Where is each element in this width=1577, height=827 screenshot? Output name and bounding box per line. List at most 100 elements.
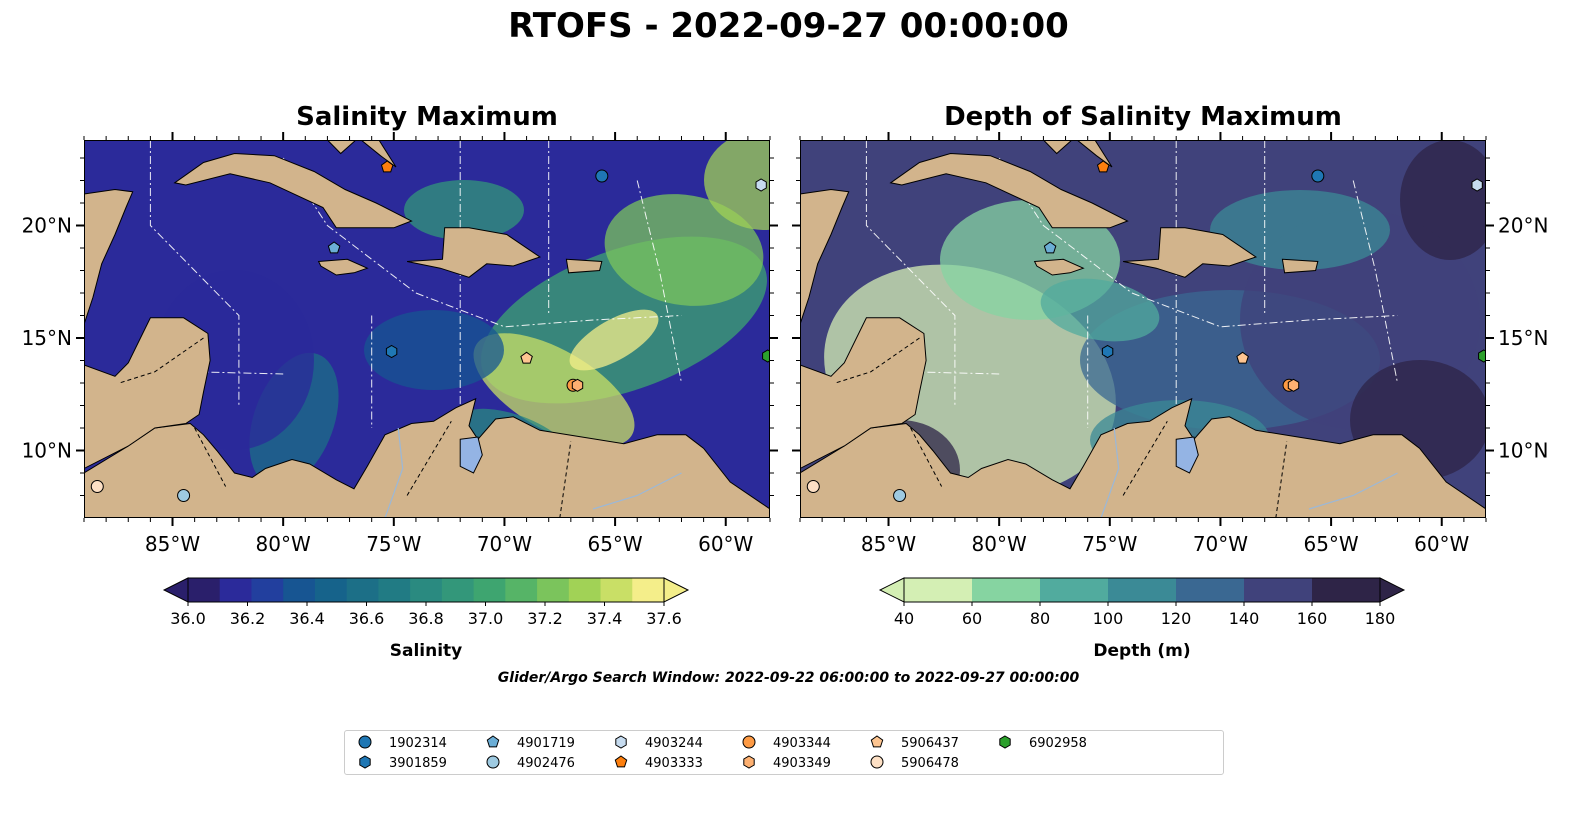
cb-salinity-tick-label: 36.2 xyxy=(230,609,266,628)
right-land-yucatan xyxy=(800,188,850,325)
left-land-hisp xyxy=(407,227,542,278)
left-frame xyxy=(84,140,770,518)
right-float-4902476 xyxy=(893,489,907,502)
right-lon-label: 65°W xyxy=(1303,532,1358,556)
legend-label-5906437: 5906437 xyxy=(901,736,959,751)
right-float-5906478 xyxy=(806,480,820,493)
right-float-4903349 xyxy=(1287,378,1300,392)
right-field-patch xyxy=(1040,278,1160,342)
cb-depth-swatch xyxy=(904,578,973,602)
cb-salinity-swatch xyxy=(505,578,538,602)
legend-marker-1902314 xyxy=(358,735,372,749)
left-land-cuba xyxy=(173,152,413,229)
legend-label-1902314: 1902314 xyxy=(389,736,447,751)
left-land-pr xyxy=(565,258,603,274)
search-window-caption: Glider/Argo Search Window: 2022-09-22 06… xyxy=(497,670,1080,686)
cb-salinity-tick-label: 37.0 xyxy=(468,609,504,628)
right-lon-label: 80°W xyxy=(972,532,1027,556)
legend-label-4902476: 4902476 xyxy=(517,756,575,771)
left-float-4903244 xyxy=(755,178,767,192)
right-river xyxy=(1308,472,1398,510)
cb-salinity-swatch xyxy=(219,578,252,602)
right-float-5906437 xyxy=(1236,351,1249,364)
right-border xyxy=(1275,441,1288,518)
left-float-5906478 xyxy=(90,480,104,493)
colorbar-salinity: 36.0 36.2 36.4 36.6 36.8 37.0 37.2 37.4 37.6 xyxy=(162,577,690,628)
left-float-5906437 xyxy=(520,351,533,364)
right-float-4903333 xyxy=(1096,160,1110,173)
right-float-4903244 xyxy=(1471,178,1483,192)
cb-salinity-extend-low xyxy=(162,577,189,603)
left-field-patch xyxy=(704,140,770,230)
map-salinity-maximum xyxy=(84,140,770,518)
float-legend: 1902314 3901859 4901719 4902476 4903244 49033… xyxy=(344,730,1224,775)
cb-depth-tick-label: 40 xyxy=(894,609,914,628)
right-land-hisp xyxy=(1123,227,1258,278)
cb-salinity-swatch xyxy=(251,578,284,602)
left-border xyxy=(559,441,572,518)
right-land-bahamas xyxy=(1042,140,1113,168)
right-lon-label: 60°W xyxy=(1414,532,1469,556)
cb-depth-swatch xyxy=(1176,578,1245,602)
left-float-4901719 xyxy=(327,241,341,254)
cb-salinity-tick-label: 36.8 xyxy=(408,609,444,628)
legend-marker-4903344 xyxy=(742,735,756,749)
cb-salinity-tick-label: 37.6 xyxy=(646,609,682,628)
right-border xyxy=(835,337,920,384)
colorbar-depth: 40 60 80 100 120 140 160 180 xyxy=(878,577,1406,628)
right-land-jamaica xyxy=(1033,258,1085,276)
cb-salinity-swatch xyxy=(632,578,665,602)
cb-depth-tick-label: 180 xyxy=(1365,609,1396,628)
right-lon-label: 70°W xyxy=(1193,532,1248,556)
cb-salinity-swatch xyxy=(473,578,506,602)
right-frame xyxy=(800,140,1486,518)
left-land-south xyxy=(84,397,770,518)
right-float-6902958 xyxy=(1478,349,1486,363)
cb-depth-swatch xyxy=(1108,578,1177,602)
left-eez-line xyxy=(149,140,240,406)
cb-salinity-tick-label: 36.4 xyxy=(289,609,325,628)
left-lon-label: 75°W xyxy=(366,532,421,556)
right-eez-line xyxy=(865,140,956,406)
right-float-1902314 xyxy=(1311,169,1325,183)
legend-marker-6902958 xyxy=(999,735,1011,749)
left-lat-label: 10°N xyxy=(22,439,72,463)
left-float-4903333 xyxy=(380,160,394,173)
map-depth-salinity-maximum xyxy=(800,140,1486,518)
cb-depth-tick-label: 80 xyxy=(1030,609,1050,628)
colorbar-depth-label: Depth (m) xyxy=(1093,641,1191,661)
left-field-patch xyxy=(473,333,635,447)
cb-salinity-swatch xyxy=(283,578,316,602)
cb-salinity-swatch xyxy=(314,578,348,602)
legend-label-4903344: 4903344 xyxy=(773,736,831,751)
legend-marker-3901859 xyxy=(359,755,371,769)
cb-salinity-swatch xyxy=(600,578,633,602)
left-float-6902958 xyxy=(762,349,770,363)
cb-depth-tick-label: 120 xyxy=(1161,609,1192,628)
left-land-bahamas xyxy=(326,140,397,168)
cb-salinity-tick-label: 37.4 xyxy=(587,609,623,628)
left-lon-label: 65°W xyxy=(587,532,642,556)
legend-marker-4901719 xyxy=(486,735,500,748)
legend-marker-4903244 xyxy=(615,735,627,749)
legend-label-4903349: 4903349 xyxy=(773,756,831,771)
left-border xyxy=(119,337,204,384)
left-field-patch xyxy=(569,309,659,371)
figure-title: RTOFS - 2022-09-27 00:00:00 xyxy=(508,6,1069,46)
cb-depth-swatch xyxy=(972,578,1041,602)
cb-depth-extend-high xyxy=(1379,577,1406,603)
right-field-patch xyxy=(1400,140,1486,260)
left-lon-label: 80°W xyxy=(256,532,311,556)
left-lon-label: 60°W xyxy=(698,532,753,556)
right-border xyxy=(1122,421,1168,496)
right-float-3901859 xyxy=(1101,344,1114,359)
left-lake-maracaibo xyxy=(459,436,483,474)
legend-marker-4903333 xyxy=(614,755,628,768)
cb-salinity-swatch xyxy=(346,578,379,602)
right-land-south xyxy=(800,397,1486,518)
cb-depth-tick-label: 160 xyxy=(1297,609,1328,628)
right-land-cuba xyxy=(889,152,1129,229)
legend-label-4901719: 4901719 xyxy=(517,736,575,751)
left-border xyxy=(406,421,452,496)
